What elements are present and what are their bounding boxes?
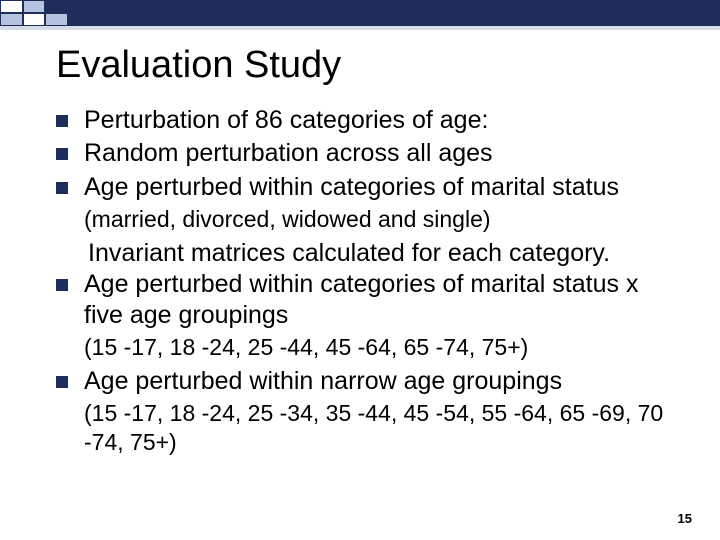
bullet-text: Age perturbed within categories of marit… bbox=[84, 172, 619, 203]
under-bar bbox=[0, 26, 720, 30]
bullet-item: Age perturbed within categories of marit… bbox=[56, 269, 680, 332]
slide-title: Evaluation Study bbox=[56, 44, 680, 87]
sub-text: (married, divorced, widowed and single) bbox=[84, 205, 680, 234]
sub-text: (15 -17, 18 -24, 25 -44, 45 -64, 65 -74,… bbox=[84, 333, 680, 362]
bullet-text: Random perturbation across all ages bbox=[84, 138, 493, 169]
square-bullet-icon bbox=[56, 115, 68, 127]
bullet-item: Age perturbed within categories of marit… bbox=[56, 172, 680, 203]
square-bullet-icon bbox=[56, 148, 68, 160]
square-bullet-icon bbox=[56, 182, 68, 194]
bullet-text: Age perturbed within categories of marit… bbox=[84, 269, 680, 332]
page-number: 15 bbox=[678, 511, 692, 526]
slide-top-bar bbox=[0, 0, 720, 26]
square-bullet-icon bbox=[56, 279, 68, 291]
slide-content: Evaluation Study Perturbation of 86 cate… bbox=[0, 36, 720, 457]
square-bullet-icon bbox=[56, 376, 68, 388]
sub-text: (15 -17, 18 -24, 25 -34, 35 -44, 45 -54,… bbox=[84, 399, 680, 457]
bullet-text: Age perturbed within narrow age grouping… bbox=[84, 366, 562, 397]
bullet-text: Perturbation of 86 categories of age: bbox=[84, 105, 488, 136]
corner-decoration bbox=[0, 0, 90, 26]
bullet-item: Random perturbation across all ages bbox=[56, 138, 680, 169]
bullet-item: Age perturbed within narrow age grouping… bbox=[56, 366, 680, 397]
bullet-item: Perturbation of 86 categories of age: bbox=[56, 105, 680, 136]
continuation-text: Invariant matrices calculated for each c… bbox=[88, 238, 680, 269]
